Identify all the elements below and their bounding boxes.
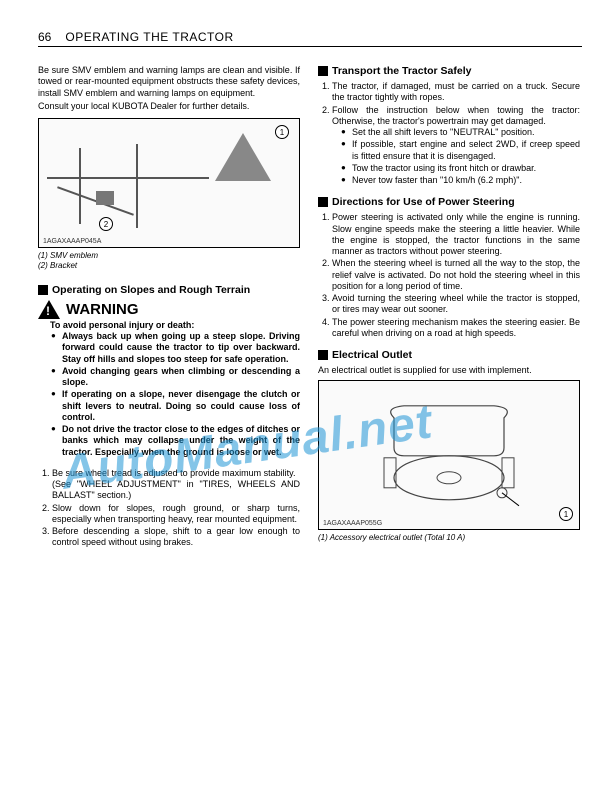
- transport-step-2: Follow the instruction below when towing…: [332, 105, 580, 187]
- power-steering-list: Power steering is activated only while t…: [318, 212, 580, 339]
- warning-subhead: To avoid personal injury or death:: [38, 320, 300, 330]
- transport-step-1: The tractor, if damaged, must be carried…: [332, 81, 580, 104]
- transport-sub-1: Set the all shift levers to "NEUTRAL" po…: [352, 127, 580, 138]
- figure-seat-outlet: 1 1AGAXAAAP055G: [318, 380, 580, 530]
- seat-drawing: [374, 398, 524, 508]
- transport-sub-4: Never tow faster than "10 km/h (6.2 mph)…: [352, 175, 580, 186]
- transport-sub-bullets: Set the all shift levers to "NEUTRAL" po…: [332, 127, 580, 186]
- slope-step-1-sub: (See "WHEEL ADJUSTMENT" in "TIRES, WHEEL…: [52, 479, 300, 502]
- mechanical-drawing: [47, 139, 209, 233]
- warning-triangle-icon: [38, 300, 60, 319]
- left-column: Be sure SMV emblem and warning lamps are…: [38, 65, 300, 550]
- warning-bullet-3: If operating on a slope, never disengage…: [62, 389, 300, 423]
- page-header: 66 OPERATING THE TRACTOR: [38, 30, 582, 47]
- square-bullet-icon: [38, 285, 48, 295]
- smv-triangle-icon: [215, 133, 271, 181]
- ps-step-3: Avoid turning the steering wheel while t…: [332, 293, 580, 316]
- right-column: Transport the Tractor Safely The tractor…: [318, 65, 580, 550]
- warning-bullet-1: Always back up when going up a steep slo…: [62, 331, 300, 365]
- section-title-text: Transport the Tractor Safely: [332, 65, 471, 77]
- page-title: OPERATING THE TRACTOR: [65, 30, 233, 44]
- callout-2: 2: [99, 217, 113, 231]
- figure-smv-emblem: 1 2 1AGAXAAAP045A: [38, 118, 300, 248]
- electrical-intro: An electrical outlet is supplied for use…: [318, 365, 580, 376]
- intro-paragraph-2: Consult your local KUBOTA Dealer for fur…: [38, 101, 300, 112]
- section-title-electrical: Electrical Outlet: [318, 349, 580, 361]
- section-electrical-outlet: Electrical Outlet An electrical outlet i…: [318, 349, 580, 543]
- ps-step-2: When the steering wheel is turned all th…: [332, 258, 580, 292]
- section-title-text: Directions for Use of Power Steering: [332, 196, 515, 208]
- warning-label: WARNING: [66, 301, 139, 318]
- ps-step-4: The power steering mechanism makes the s…: [332, 317, 580, 340]
- slope-steps-list: Be sure wheel tread is adjusted to provi…: [38, 468, 300, 549]
- figure-caption-2: (2) Bracket: [38, 261, 300, 271]
- slope-step-2: Slow down for slopes, rough ground, or s…: [52, 503, 300, 526]
- section-title-slopes: Operating on Slopes and Rough Terrain: [38, 284, 300, 296]
- square-bullet-icon: [318, 350, 328, 360]
- warning-bullet-2: Avoid changing gears when climbing or de…: [62, 366, 300, 389]
- figure-caption-outlet: (1) Accessory electrical outlet (Total 1…: [318, 533, 580, 543]
- square-bullet-icon: [318, 197, 328, 207]
- slope-step-1: Be sure wheel tread is adjusted to provi…: [52, 468, 300, 502]
- transport-steps-list: The tractor, if damaged, must be carried…: [318, 81, 580, 186]
- section-title-power-steering: Directions for Use of Power Steering: [318, 196, 580, 208]
- page-number: 66: [38, 30, 51, 44]
- intro-paragraph-1: Be sure SMV emblem and warning lamps are…: [38, 65, 300, 99]
- transport-step-2-text: Follow the instruction below when towing…: [332, 105, 580, 126]
- figure-code: 1AGAXAAAP045A: [43, 238, 101, 245]
- warning-bullet-list: Always back up when going up a steep slo…: [38, 331, 300, 458]
- transport-sub-3: Tow the tractor using its front hitch or…: [352, 163, 580, 174]
- section-title-text: Electrical Outlet: [332, 349, 412, 361]
- figure-caption-1: (1) SMV emblem: [38, 251, 300, 261]
- section-title-text: Operating on Slopes and Rough Terrain: [52, 284, 250, 296]
- callout-1: 1: [559, 507, 573, 521]
- section-title-transport: Transport the Tractor Safely: [318, 65, 580, 77]
- slope-step-3: Before descending a slope, shift to a ge…: [52, 526, 300, 549]
- figure-code: 1AGAXAAAP055G: [323, 520, 382, 527]
- square-bullet-icon: [318, 66, 328, 76]
- callout-1: 1: [275, 125, 289, 139]
- transport-sub-2: If possible, start engine and select 2WD…: [352, 139, 580, 162]
- slope-step-1-text: Be sure wheel tread is adjusted to provi…: [52, 468, 295, 478]
- section-slopes: Operating on Slopes and Rough Terrain WA…: [38, 284, 300, 549]
- ps-step-1: Power steering is activated only while t…: [332, 212, 580, 257]
- warning-bullet-4: Do not drive the tractor close to the ed…: [62, 424, 300, 458]
- content-columns: Be sure SMV emblem and warning lamps are…: [38, 65, 582, 550]
- section-power-steering: Directions for Use of Power Steering Pow…: [318, 196, 580, 339]
- warning-row: WARNING: [38, 300, 300, 319]
